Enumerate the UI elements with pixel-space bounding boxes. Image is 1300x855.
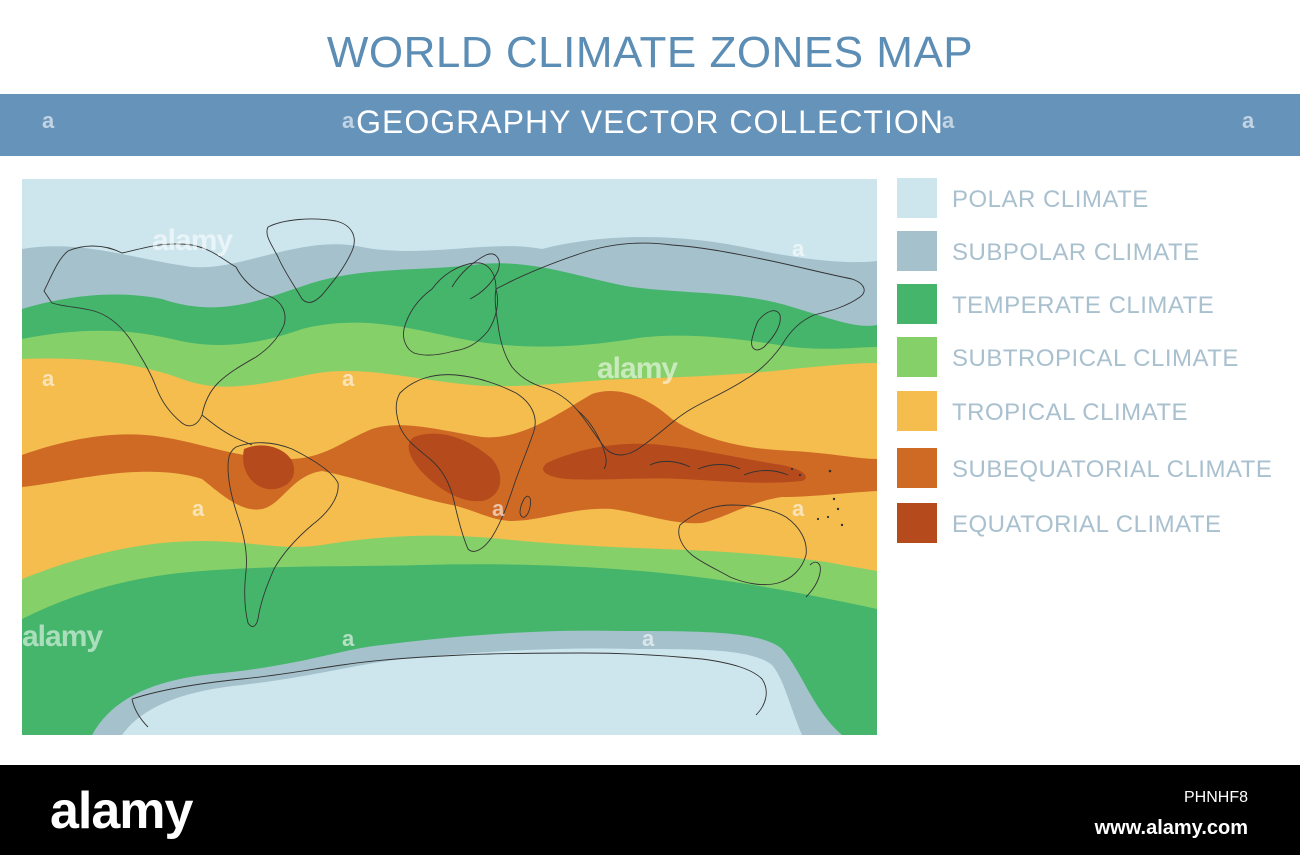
legend-label: TEMPERATE CLIMATE [952,292,1215,319]
outline-se-asia-islands [649,460,789,476]
legend-label: POLAR CLIMATE [952,186,1149,213]
banner-subtitle: GEOGRAPHY VECTOR COLLECTION [356,104,944,140]
watermark-mark: a [42,108,55,133]
watermark-mark: a [1242,108,1255,133]
legend-item-subpolar: SUBPOLAR CLIMATE [897,231,1297,271]
outline-greenland [266,218,355,303]
outline-india [577,410,607,470]
footer-bar: alamy PHNHF8 www.alamy.com [0,765,1300,855]
legend-item-tropical: TROPICAL CLIMATE [897,391,1297,431]
zone-equatorial-south-america [243,445,295,490]
legend-item-temperate: TEMPERATE CLIMATE [897,284,1297,324]
legend-item-subequatorial: SUBEQUATORIAL CLIMATE [897,448,1297,488]
outline-south-america [227,442,339,627]
legend-swatch [897,337,937,377]
zone-polar-south [122,648,802,735]
legend-label: TROPICAL CLIMATE [952,399,1189,426]
legend-item-equatorial: EQUATORIAL CLIMATE [897,503,1297,543]
watermark-mark: a [192,496,205,521]
watermark-mark: a [792,236,805,261]
image-id: PHNHF8 [1183,789,1248,806]
legend-label: SUBTROPICAL CLIMATE [952,345,1239,372]
outline-antarctica [131,652,767,728]
legend-item-polar: POLAR CLIMATE [897,178,1297,218]
outline-north-america [43,243,286,427]
island-dots [790,467,844,527]
footer-url: www.alamy.com [1094,817,1248,839]
watermark-mark: a [42,366,55,391]
outline-japan [751,310,781,351]
legend-label: SUBEQUATORIAL CLIMATE [952,456,1273,483]
alamy-logo: alamy [50,782,193,840]
legend-swatch [897,231,937,271]
legend-swatch [897,391,937,431]
watermark-mark: a [942,108,955,133]
legend-swatch [897,284,937,324]
legend-swatch [897,448,937,488]
outline-australia [678,504,807,586]
page-title: WORLD CLIMATE ZONES MAP [326,28,974,77]
watermark-mark: a [492,496,505,521]
legend-label: EQUATORIAL CLIMATE [952,511,1222,538]
watermark-mark: a [792,496,805,521]
legend-label: SUBPOLAR CLIMATE [952,239,1200,266]
subtitle-banner: GEOGRAPHY VECTOR COLLECTION [0,94,1300,156]
outline-scandinavia [451,253,500,300]
legend-swatch [897,503,937,543]
zone-equatorial-africa [408,433,501,502]
legend-item-subtropical: SUBTROPICAL CLIMATE [897,337,1297,377]
outline-central-america [201,414,253,446]
continent-outlines [43,218,865,728]
outline-new-zealand [805,561,821,598]
watermark-mark: a [342,366,355,391]
climate-map [22,179,877,735]
watermark-mark: a [642,626,655,651]
watermark-mark: a [342,626,355,651]
legend-swatch [897,178,937,218]
outline-asia [494,242,865,456]
watermark-mark: a [342,108,355,133]
outline-africa [395,374,536,552]
zone-equatorial-asia [543,443,806,483]
outline-madagascar [519,495,531,518]
